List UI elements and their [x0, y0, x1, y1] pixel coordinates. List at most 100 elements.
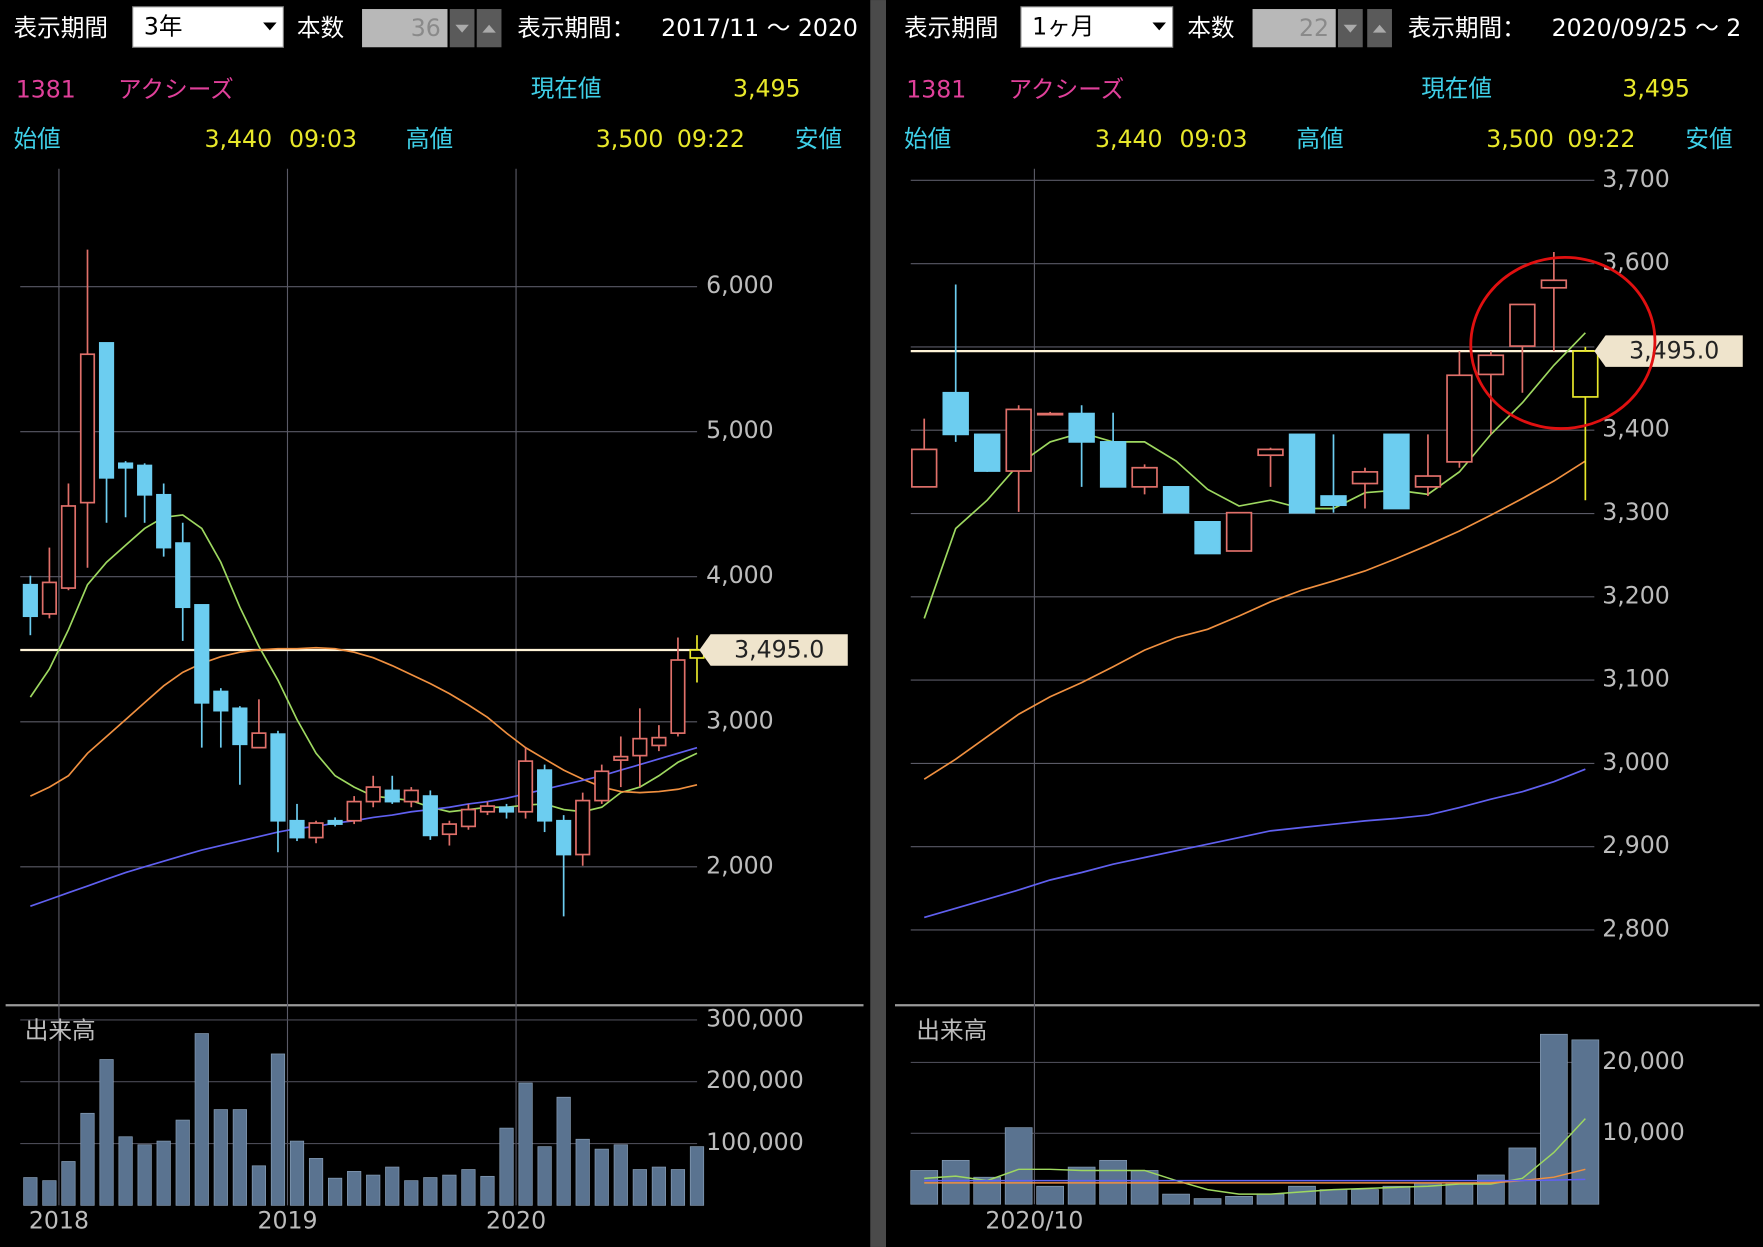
volume-bar [1225, 1196, 1253, 1205]
spin-arrow [455, 24, 469, 33]
y-tick-label: 2,900 [1602, 831, 1670, 859]
candle-body [670, 659, 686, 734]
candle-body [973, 433, 1001, 472]
volume-bar [347, 1171, 362, 1206]
candle-body [1351, 471, 1379, 485]
moving-average-line [29, 646, 698, 797]
volume-bar [518, 1082, 533, 1206]
volume-bar [423, 1177, 438, 1206]
open-time: 09:03 [1179, 125, 1247, 153]
y-tick-label: 2,800 [1602, 914, 1670, 942]
candle-body [289, 819, 305, 839]
volume-bar [232, 1109, 247, 1206]
range-value: 2020/09/25 ～ 2 [1552, 14, 1742, 42]
candle-body [1005, 408, 1032, 472]
stock-name: アクシーズ [118, 76, 234, 104]
volume-bar [689, 1146, 705, 1206]
annotation-circle [1469, 255, 1657, 430]
y-tick-label: 3,100 [1602, 665, 1670, 693]
candle-body [1414, 475, 1442, 488]
candle-body [270, 733, 286, 822]
candle-body [346, 800, 362, 822]
y-tick-label: 10,000 [1602, 1118, 1685, 1146]
candle-body [1509, 303, 1536, 347]
y-tick-label: 3,200 [1602, 581, 1670, 609]
x-tick-label: 2020 [486, 1207, 546, 1235]
volume-bar [670, 1169, 686, 1206]
count-spinbox[interactable] [1252, 9, 1336, 48]
count-label: 本数 [297, 14, 344, 42]
candle-body [1068, 412, 1095, 443]
candle-body [1383, 433, 1410, 510]
period-value: 1ヶ月 [1032, 13, 1094, 41]
candle-body [60, 505, 77, 589]
volume-bar [1382, 1185, 1411, 1205]
y-tick-label: 3,300 [1602, 498, 1670, 526]
high-value: 3,500 [596, 125, 664, 153]
volume-bar [61, 1161, 76, 1206]
price-tag [1594, 335, 1743, 367]
candle-body [942, 391, 969, 436]
period-dropdown[interactable] [1020, 6, 1174, 48]
volume-bar [1351, 1189, 1379, 1205]
volume-title: 出来高 [916, 1017, 987, 1045]
period-label: 表示期間 [904, 14, 998, 42]
candle-body [175, 542, 191, 609]
volume-bar [1162, 1193, 1190, 1205]
candle-body [1288, 433, 1316, 514]
candle-body [327, 819, 343, 825]
y-tick-label: 6,000 [706, 271, 774, 299]
volume-bar [42, 1180, 57, 1206]
candle-body [156, 493, 172, 549]
volume-title: 出来高 [25, 1017, 96, 1045]
open-label: 始値 [13, 125, 60, 153]
range-value: 2017/11 ～ 2020 [661, 14, 858, 42]
candle-body [1446, 374, 1473, 463]
candle-body [594, 770, 610, 802]
volume-average-line [924, 1168, 1586, 1184]
candle-body [79, 353, 96, 504]
volume-bar [1130, 1170, 1159, 1205]
volume-bar [480, 1175, 495, 1206]
open-value: 3,440 [205, 125, 273, 153]
candle-body [556, 819, 572, 856]
candle-body [1194, 521, 1221, 555]
current-label: 現在値 [531, 74, 602, 102]
volume-bar [1193, 1198, 1222, 1205]
current-label: 現在値 [1421, 74, 1492, 102]
volume-bar [575, 1138, 590, 1206]
candle-body [403, 789, 419, 803]
count-value: 22 [1299, 14, 1329, 42]
volume-bar [308, 1158, 324, 1206]
open-time: 09:03 [289, 125, 357, 153]
volume-bar [973, 1176, 1002, 1205]
period-label: 表示期間 [13, 14, 107, 42]
high-value: 3,500 [1486, 125, 1554, 153]
range-label: 表示期間： [517, 14, 635, 42]
splitter[interactable] [870, 0, 886, 1247]
candle-body [232, 707, 248, 746]
candle-body [1225, 511, 1253, 552]
count-spinbox[interactable] [362, 9, 448, 48]
volume-bar [442, 1174, 457, 1206]
candle-body [1162, 486, 1190, 514]
x-tick-label: 2018 [29, 1207, 89, 1235]
candle-body [575, 799, 591, 856]
volume-bar [213, 1109, 228, 1206]
candle-body [213, 690, 229, 712]
x-tick-label: 2019 [257, 1207, 317, 1235]
volume-bar [632, 1169, 647, 1206]
candle-body [308, 822, 324, 839]
candle-body [41, 581, 57, 615]
volume-bar [910, 1170, 939, 1205]
y-tick-label: 3,000 [1602, 748, 1670, 776]
high-time: 09:22 [1567, 125, 1635, 153]
period-dropdown[interactable] [132, 6, 284, 48]
volume-bar [251, 1165, 267, 1206]
moving-average-line [30, 746, 698, 907]
candle-body [1320, 495, 1347, 507]
y-tick-label: 3,600 [1602, 248, 1670, 276]
range-label: 表示期間： [1408, 14, 1526, 42]
moving-average-line [923, 768, 1586, 919]
